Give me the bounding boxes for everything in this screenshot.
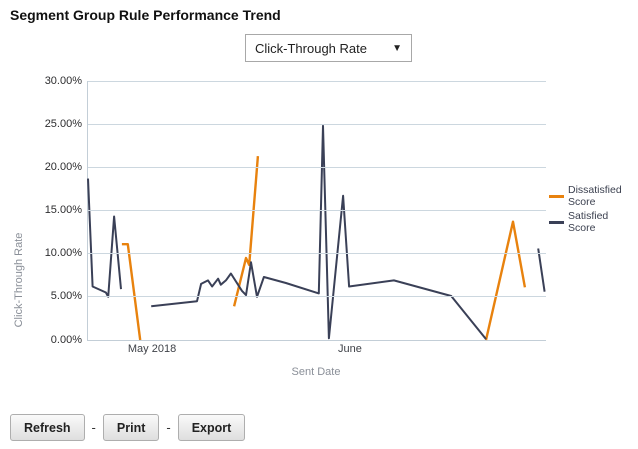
line-chart: Click-Through Rate 0.00% 5.00% 10.00% 15.00… xyxy=(0,70,638,380)
button-separator: - xyxy=(91,420,96,435)
x-tick-label: June xyxy=(337,343,362,355)
y-tick-label: 0.00% xyxy=(50,333,82,346)
series-line xyxy=(87,178,122,298)
x-tick-label: May 2018 xyxy=(127,343,177,355)
y-tick-label: 10.00% xyxy=(44,247,82,260)
y-tick-label: 25.00% xyxy=(44,117,82,130)
gridline xyxy=(88,166,546,168)
plot-area xyxy=(87,80,546,341)
export-button[interactable]: Export xyxy=(177,414,246,441)
satisfied-series-swatch xyxy=(549,221,564,224)
y-tick-label: 20.00% xyxy=(44,160,82,173)
gridline xyxy=(88,123,546,125)
legend-item: Dissatisfied Score xyxy=(549,184,630,208)
print-button[interactable]: Print xyxy=(102,414,160,441)
legend-label: Dissatisfied Score xyxy=(568,184,622,208)
series-line xyxy=(151,124,487,340)
metric-dropdown[interactable]: Click-Through Rate ▼ xyxy=(245,34,412,62)
chart-svg xyxy=(87,124,546,341)
footer-toolbar: Refresh - Print - Export xyxy=(10,414,246,441)
x-axis-title: Sent Date xyxy=(291,366,341,378)
series-line xyxy=(537,248,546,292)
legend-label: Satisfied Score xyxy=(568,210,609,234)
button-separator: - xyxy=(166,420,171,435)
refresh-button[interactable]: Refresh xyxy=(10,414,85,441)
dissatisfied-series-swatch xyxy=(549,195,564,198)
gridline xyxy=(88,80,546,82)
y-axis-tick-labels: 0.00% 5.00% 10.00% 15.00% 20.00% 25.00% 30.00% xyxy=(0,75,82,346)
gridline xyxy=(88,296,546,298)
page-title: Segment Group Rule Performance Trend xyxy=(10,7,281,23)
gridline xyxy=(88,210,546,211)
series-line xyxy=(484,220,527,341)
y-tick-label: 15.00% xyxy=(44,204,82,216)
y-tick-label: 30.00% xyxy=(44,74,82,87)
legend: Dissatisfied Score Satisfied Score xyxy=(549,184,630,237)
series-line xyxy=(121,242,142,341)
gridline xyxy=(88,253,546,255)
legend-item: Satisfied Score xyxy=(549,210,630,234)
chevron-down-icon: ▼ xyxy=(392,42,402,54)
metric-dropdown-value: Click-Through Rate xyxy=(255,40,367,56)
y-tick-label: 5.00% xyxy=(50,290,82,303)
